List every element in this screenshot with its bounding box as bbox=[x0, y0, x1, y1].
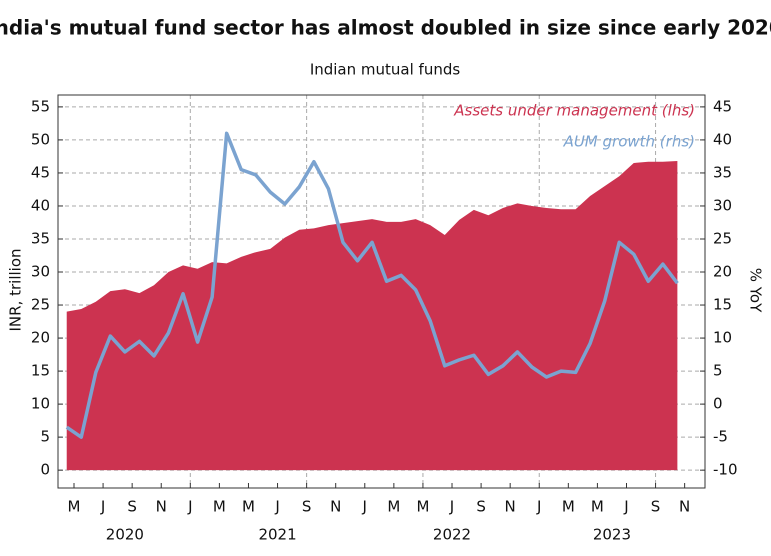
y-tick-label: 25 bbox=[31, 296, 50, 314]
x-tick-label: J bbox=[449, 498, 454, 516]
x-tick-label: J bbox=[187, 498, 192, 516]
y-tick-label: 40 bbox=[31, 196, 50, 214]
year-label: 2023 bbox=[593, 526, 631, 544]
y-tick-label: 55 bbox=[31, 97, 50, 115]
year-label: 2020 bbox=[106, 526, 144, 544]
chart-subtitle: Indian mutual funds bbox=[310, 61, 461, 79]
legend-entry: AUM growth (rhs) bbox=[563, 133, 695, 151]
y2-tick-label: 10 bbox=[713, 329, 732, 347]
x-tick-label: M bbox=[591, 498, 604, 516]
year-label: 2021 bbox=[258, 526, 296, 544]
x-tick-label: J bbox=[274, 498, 279, 516]
x-tick-label: N bbox=[330, 498, 341, 516]
area bbox=[66, 161, 678, 471]
y-tick-label: 15 bbox=[31, 362, 50, 380]
x-tick-label: M bbox=[562, 498, 575, 516]
y-tick-label: 45 bbox=[31, 163, 50, 181]
plot-frame bbox=[57, 94, 706, 489]
x-tick-label: S bbox=[651, 498, 661, 516]
chart-title: India's mutual fund sector has almost do… bbox=[0, 16, 771, 40]
x-tick-label: J bbox=[536, 498, 541, 516]
y2-tick-label: 45 bbox=[713, 97, 732, 115]
y2-tick-label: 30 bbox=[713, 196, 732, 214]
line bbox=[65, 131, 679, 439]
x-tick-label: M bbox=[416, 498, 429, 516]
y2-tick-label: 25 bbox=[713, 229, 732, 247]
x-tick-label: S bbox=[302, 498, 312, 516]
y-tick-label: 20 bbox=[31, 329, 50, 347]
x-tick-label: M bbox=[68, 498, 81, 516]
y-tick-label: 5 bbox=[40, 428, 50, 446]
x-tick-label: N bbox=[505, 498, 516, 516]
x-tick-label: S bbox=[127, 498, 137, 516]
y2-tick-label: -10 bbox=[713, 461, 738, 479]
y-tick-label: 50 bbox=[31, 130, 50, 148]
x-tick-label: S bbox=[476, 498, 486, 516]
x-tick-label: J bbox=[362, 498, 367, 516]
y2-tick-label: -5 bbox=[713, 428, 728, 446]
y2-tick-label: 40 bbox=[713, 130, 732, 148]
y-tick-label: 10 bbox=[31, 395, 50, 413]
x-tick-label: M bbox=[213, 498, 226, 516]
y-tick-label: 0 bbox=[40, 461, 50, 479]
x-tick-label: N bbox=[679, 498, 690, 516]
x-tick-label: N bbox=[156, 498, 167, 516]
y2-tick-label: 0 bbox=[713, 395, 723, 413]
y2-tick-label: 35 bbox=[713, 163, 732, 181]
y-tick-label: 30 bbox=[31, 263, 50, 281]
year-label: 2022 bbox=[433, 526, 471, 544]
x-tick-label: J bbox=[623, 498, 628, 516]
y2-tick-label: 15 bbox=[713, 296, 732, 314]
y-axis-label: INR, trillion bbox=[7, 248, 25, 331]
x-tick-label: M bbox=[242, 498, 255, 516]
y-tick-label: 35 bbox=[31, 229, 50, 247]
y2-axis-label: % YoY bbox=[747, 268, 765, 313]
x-tick-label: M bbox=[387, 498, 400, 516]
y2-tick-label: 5 bbox=[713, 362, 723, 380]
legend-entry: Assets under management (lhs) bbox=[453, 102, 695, 120]
y2-tick-label: 20 bbox=[713, 263, 732, 281]
x-tick-label: J bbox=[100, 498, 105, 516]
